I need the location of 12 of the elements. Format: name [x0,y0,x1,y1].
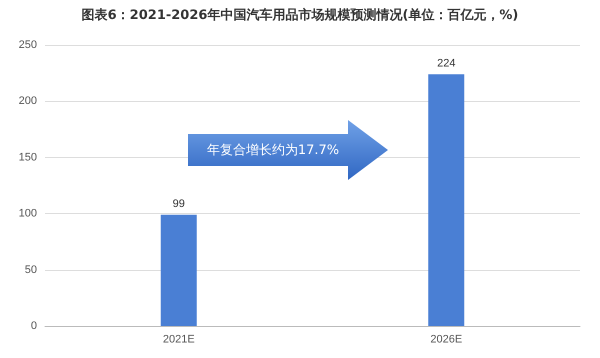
y-tick-label: 100 [18,208,37,220]
y-tick-label: 0 [30,320,37,332]
x-tick-label: 2026E [430,334,462,346]
x-tick-label: 2021E [162,334,195,346]
y-tick-label: 50 [24,264,37,276]
chart-title: 图表6：2021-2026年中国汽车用品市场规模预测情况(单位：百亿元，%) [82,7,518,23]
y-tick-label: 200 [18,95,37,108]
data-label: 99 [172,198,185,210]
annotation: 年复合增长约为17.7% [206,142,340,159]
data-label: 224 [437,58,456,70]
y-tick-label: 250 [18,39,37,51]
y-tick-label: 150 [18,151,37,164]
